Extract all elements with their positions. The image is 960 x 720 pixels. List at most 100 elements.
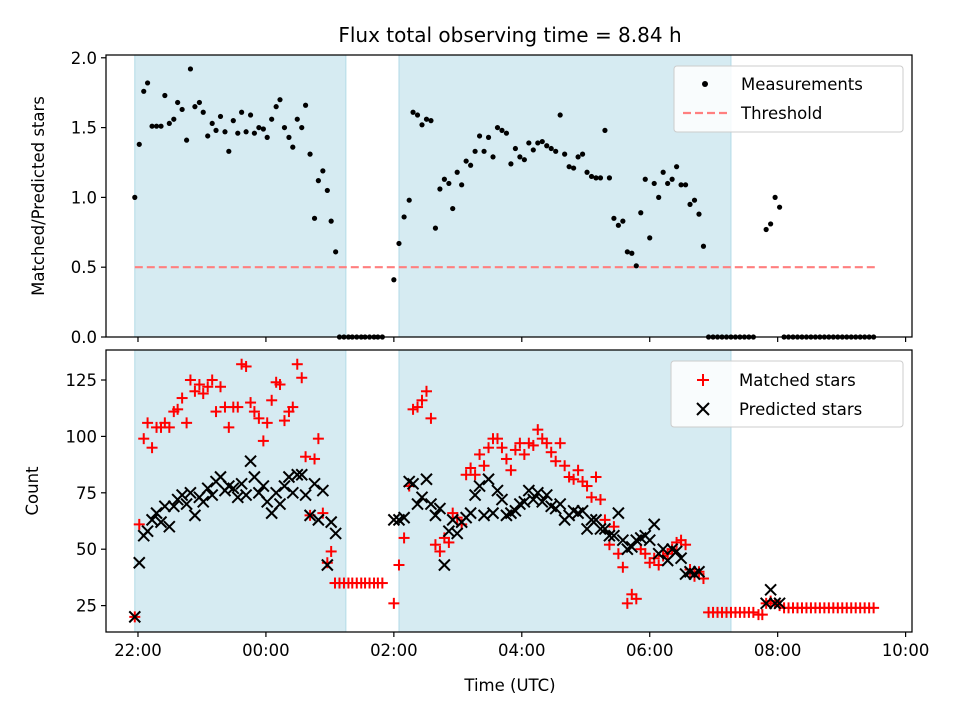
matched-stars-point — [232, 401, 244, 413]
measurements-point — [256, 124, 262, 131]
matched-stars-point — [434, 545, 446, 557]
predicted-stars-point — [598, 522, 612, 536]
predicted-stars-point — [387, 513, 401, 527]
measurements-point — [175, 99, 181, 106]
measurements-point — [597, 175, 604, 181]
measurements-point — [217, 113, 224, 120]
predicted-stars-point — [312, 513, 325, 527]
measurements-point — [647, 235, 653, 241]
predicted-stars-point — [257, 479, 270, 493]
matched-stars-point — [554, 437, 566, 449]
matched-stars-point — [621, 597, 633, 609]
predicted-stars-point — [197, 495, 210, 509]
measurements-point — [269, 116, 275, 122]
measurements-point — [772, 194, 778, 200]
ratio-x-ticks — [137, 337, 907, 342]
predicted-stars-point — [291, 468, 304, 481]
x-tick-label: 00:00 — [242, 641, 290, 660]
measurements-point — [638, 210, 644, 216]
matched-stars-point — [496, 442, 508, 454]
measurements-point — [571, 165, 577, 171]
measurements-point — [230, 118, 236, 124]
matched-stars-point — [376, 577, 388, 589]
predicted-stars-point — [308, 477, 321, 490]
measurements-point — [575, 154, 581, 160]
measurements-point — [611, 215, 617, 221]
y-tick-label: 1.0 — [71, 188, 97, 207]
predicted-stars-point — [468, 488, 482, 502]
measurements-point — [153, 123, 160, 129]
measurements-point — [273, 104, 279, 110]
predicted-stars-point — [473, 479, 486, 493]
matched-stars-point — [630, 593, 642, 605]
matched-stars-point — [469, 469, 481, 481]
matched-stars-point — [443, 536, 455, 548]
measurements-legend-label: Measurements — [741, 75, 863, 94]
x-axis-label: Time (UTC) — [463, 676, 555, 695]
predicted-stars-point — [446, 513, 459, 527]
predicted-stars-point — [464, 506, 477, 520]
predicted-stars-point — [648, 518, 661, 531]
measurements-point — [700, 243, 707, 249]
predicted-stars-point — [764, 583, 777, 597]
measurements-point — [768, 221, 774, 227]
ratio-legend: Measurements Threshold — [673, 65, 904, 133]
measurements-point — [548, 145, 554, 152]
predicted-stars-point — [616, 533, 630, 547]
predicted-stars-point — [603, 529, 616, 542]
predicted-stars-point — [201, 482, 214, 495]
predicted-stars-point — [329, 527, 342, 540]
predicted-stars-point — [773, 597, 786, 610]
matched-stars-point — [253, 412, 265, 424]
measurements-point — [144, 80, 151, 86]
matched-stars-point — [210, 406, 222, 418]
predicted-stars-point — [163, 520, 176, 533]
predicted-stars-point — [316, 484, 330, 497]
matched-stars-point — [296, 372, 308, 384]
matched-stars-point — [223, 421, 235, 433]
measurements-point — [136, 141, 142, 147]
matched-stars-point — [568, 473, 580, 485]
measurements-point — [264, 134, 270, 140]
ratio-axes-frame — [105, 54, 913, 338]
y-tick-label: 125 — [66, 371, 98, 390]
matched-stars-point — [541, 437, 553, 449]
count-y-ticks: 25 50 75 100 125 — [66, 371, 106, 616]
measurements-point — [566, 164, 572, 170]
matched-stars-point — [240, 360, 252, 372]
predicted-stars-point — [477, 509, 491, 522]
predicted-stars-legend-marker — [696, 402, 710, 416]
predicted-stars-point — [184, 486, 197, 500]
measurements-point — [281, 124, 288, 131]
predicted-stars-point — [239, 488, 253, 502]
y-tick-label: 0.0 — [71, 328, 97, 347]
shaded-interval — [134, 54, 347, 338]
matched-stars-point — [206, 374, 218, 386]
matched-stars-point — [197, 388, 209, 400]
measurements-point — [141, 88, 147, 94]
measurements-point — [503, 130, 510, 136]
measurements-point — [521, 157, 527, 163]
predicted-stars-point — [205, 488, 219, 502]
predicted-stars-point — [167, 500, 181, 513]
matched-stars-legend-marker — [697, 374, 709, 386]
measurements-point — [307, 151, 313, 157]
y-tick-label: 0.5 — [71, 258, 97, 277]
predicted-stars-point — [295, 468, 308, 481]
predicted-stars-point — [536, 495, 549, 509]
matched-stars-point — [581, 480, 593, 492]
matched-stars-point — [527, 439, 539, 451]
count-x-ticks: 22:00 00:00 02:00 04:00 06:00 08:00 10:00 — [114, 632, 929, 660]
matched-stars-point — [550, 455, 562, 467]
measurements-point — [251, 130, 258, 136]
predicted-stars-point — [141, 524, 154, 538]
matched-stars-point — [215, 381, 227, 393]
y-tick-label: 50 — [76, 540, 97, 559]
measurements-point — [200, 109, 206, 115]
y-tick-label: 2.0 — [71, 49, 97, 68]
x-tick-label: 22:00 — [114, 641, 162, 660]
predicted-stars-point — [303, 509, 317, 522]
measurements-point — [584, 169, 590, 175]
predicted-stars-point — [768, 597, 782, 610]
predicted-stars-point — [424, 497, 438, 511]
